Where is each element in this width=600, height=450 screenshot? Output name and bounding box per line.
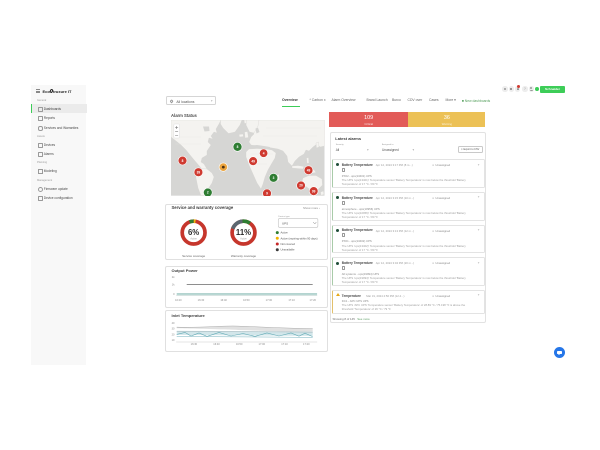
svg-text:16:50: 16:50 (243, 297, 250, 301)
svg-text:20: 20 (299, 184, 303, 188)
svg-text:16:50: 16:50 (236, 342, 243, 346)
svg-text:49: 49 (307, 169, 311, 173)
svg-text:16:30: 16:30 (191, 342, 198, 346)
svg-text:17:10: 17:10 (289, 297, 296, 301)
svg-text:3: 3 (273, 176, 275, 180)
svg-text:Active (expiring within 90 day: Active (expiring within 90 days) (281, 236, 318, 240)
svg-text:40: 40 (172, 321, 175, 325)
svg-text:17:20: 17:20 (303, 342, 310, 346)
svg-text:Warranty coverage: Warranty coverage (231, 253, 256, 257)
svg-text:Device type: Device type (279, 215, 291, 218)
svg-text:9: 9 (266, 192, 268, 196)
svg-text:Active: Active (281, 230, 289, 234)
svg-text:17:10: 17:10 (282, 342, 289, 346)
svg-text:16:40: 16:40 (221, 297, 228, 301)
svg-text:16:20: 16:20 (175, 297, 182, 301)
svg-text:16:30: 16:30 (198, 297, 205, 301)
svg-text:17:00: 17:00 (266, 297, 273, 301)
svg-text:99: 99 (312, 190, 316, 194)
svg-text:4: 4 (263, 152, 265, 156)
svg-text:39: 39 (197, 171, 201, 175)
svg-text:2: 2 (207, 191, 209, 195)
svg-text:17:20: 17:20 (310, 297, 317, 301)
svg-text:0: 0 (173, 292, 175, 296)
svg-text:16:40: 16:40 (214, 342, 221, 346)
svg-text:8: 8 (237, 145, 239, 149)
svg-text:20: 20 (172, 333, 175, 337)
svg-text:Unavailable: Unavailable (281, 247, 296, 251)
svg-text:8: 8 (182, 159, 184, 163)
svg-text:2k: 2k (172, 275, 175, 279)
svg-text:11%: 11% (236, 227, 251, 236)
svg-text:Active: Active (191, 237, 198, 240)
svg-text:Not covered: Not covered (281, 242, 296, 246)
svg-text:Active: Active (241, 237, 248, 240)
svg-text:6%: 6% (188, 227, 199, 236)
svg-text:30: 30 (172, 327, 175, 331)
svg-text:UPS: UPS (282, 221, 288, 225)
svg-text:Service coverage: Service coverage (182, 253, 205, 257)
svg-text:17:00: 17:00 (259, 342, 266, 346)
svg-text:1k: 1k (172, 282, 175, 286)
svg-text:49: 49 (251, 160, 255, 164)
svg-text:10: 10 (172, 338, 175, 342)
